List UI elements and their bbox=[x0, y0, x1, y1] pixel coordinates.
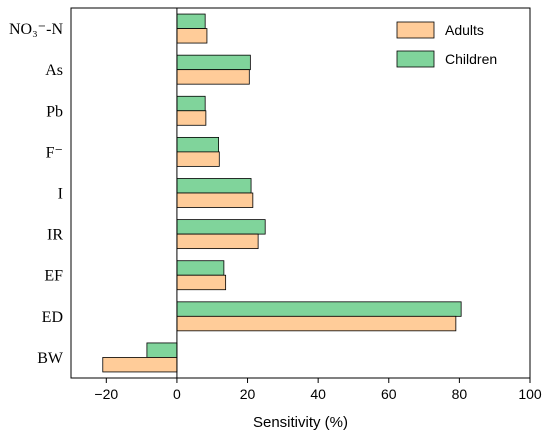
legend-label-children: Children bbox=[445, 51, 497, 67]
x-tick-label: 0 bbox=[173, 386, 181, 402]
bar-children-5 bbox=[176, 219, 266, 235]
bars-layer bbox=[102, 13, 462, 373]
category-label: F⁻ bbox=[46, 144, 63, 161]
bar-adults-3 bbox=[176, 151, 220, 167]
bar-children-7 bbox=[176, 301, 462, 317]
bar-adults-0 bbox=[176, 28, 208, 44]
bar-adults-5 bbox=[176, 233, 259, 250]
category-label: I bbox=[58, 186, 63, 203]
bar-adults-2 bbox=[176, 110, 207, 126]
bar-children-2 bbox=[176, 95, 206, 112]
category-label: Pb bbox=[46, 103, 63, 120]
bar-adults-7 bbox=[176, 315, 457, 332]
legend-swatch-children bbox=[396, 50, 435, 68]
category-label: IR bbox=[47, 227, 63, 244]
bar-children-8 bbox=[146, 342, 178, 358]
bar-children-3 bbox=[176, 136, 219, 153]
bar-children-4 bbox=[176, 178, 252, 194]
category-label: ED bbox=[42, 309, 63, 326]
x-axis-ticks: −20 0 20 40 60 80 100 bbox=[94, 378, 542, 402]
category-label: EF bbox=[44, 268, 63, 285]
bar-adults-4 bbox=[176, 192, 254, 208]
x-tick-label: 40 bbox=[310, 386, 326, 402]
x-tick-label: 60 bbox=[381, 386, 397, 402]
bar-adults-1 bbox=[176, 69, 250, 85]
category-label: BW bbox=[37, 350, 64, 367]
x-tick-label: 80 bbox=[452, 386, 468, 402]
category-label: NO₃⁻-N bbox=[9, 21, 63, 38]
bar-adults-8 bbox=[102, 357, 178, 373]
bar-children-0 bbox=[176, 13, 206, 29]
legend-label-adults: Adults bbox=[445, 22, 484, 38]
legend-swatch-adults bbox=[396, 21, 435, 39]
bar-children-6 bbox=[176, 260, 225, 276]
category-label: As bbox=[45, 62, 63, 79]
bar-children-1 bbox=[176, 54, 251, 71]
legend: Adults Children bbox=[396, 21, 497, 68]
x-tick-label: 100 bbox=[518, 386, 542, 402]
x-tick-label: 20 bbox=[240, 386, 256, 402]
y-axis-categories: NO₃⁻-N As Pb F⁻ I IR EF ED BW bbox=[9, 21, 64, 367]
plot-area-frame bbox=[70, 7, 531, 379]
x-axis-title: Sensitivity (%) bbox=[253, 414, 348, 431]
bar-adults-6 bbox=[176, 274, 227, 291]
x-tick-label: −20 bbox=[94, 386, 118, 402]
